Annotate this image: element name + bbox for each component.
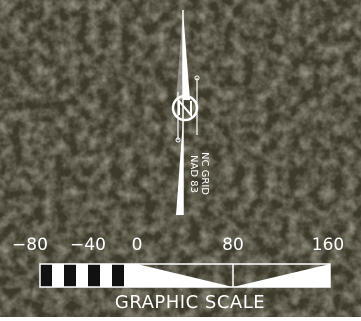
- page: NC GRID NAD 83 −80 −40 0 80 160 GRAPHIC …: [0, 0, 361, 317]
- scale-title: GRAPHIC SCALE: [115, 292, 265, 313]
- scale-tick-label: −40: [70, 235, 106, 255]
- scale-tick-label: 80: [222, 235, 244, 255]
- scale-tick-label: 160: [312, 235, 344, 255]
- map: NC GRID NAD 83 −80 −40 0 80 160 GRAPHIC …: [0, 0, 361, 317]
- datum-label: NAD 83: [188, 155, 199, 193]
- grid-label: NC GRID: [199, 152, 210, 195]
- scale-tick-label: −80: [12, 235, 48, 255]
- scale-tick-label: 0: [132, 235, 143, 255]
